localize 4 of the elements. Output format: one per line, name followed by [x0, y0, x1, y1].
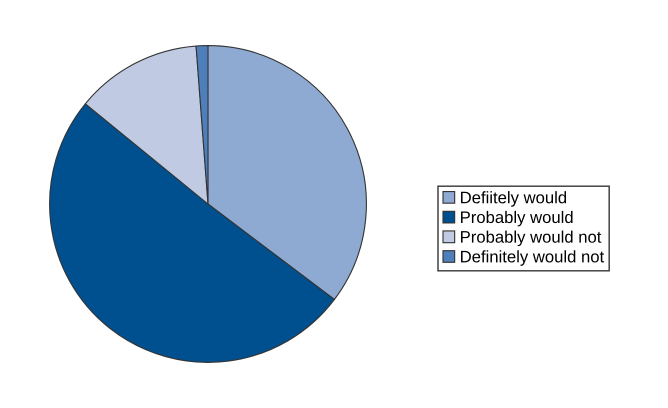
legend-label: Defiitely would [461, 191, 566, 207]
legend-label: Probably would [461, 210, 573, 226]
legend-label: Definitely would not [461, 250, 604, 266]
legend-label: Probably would not [461, 230, 602, 246]
